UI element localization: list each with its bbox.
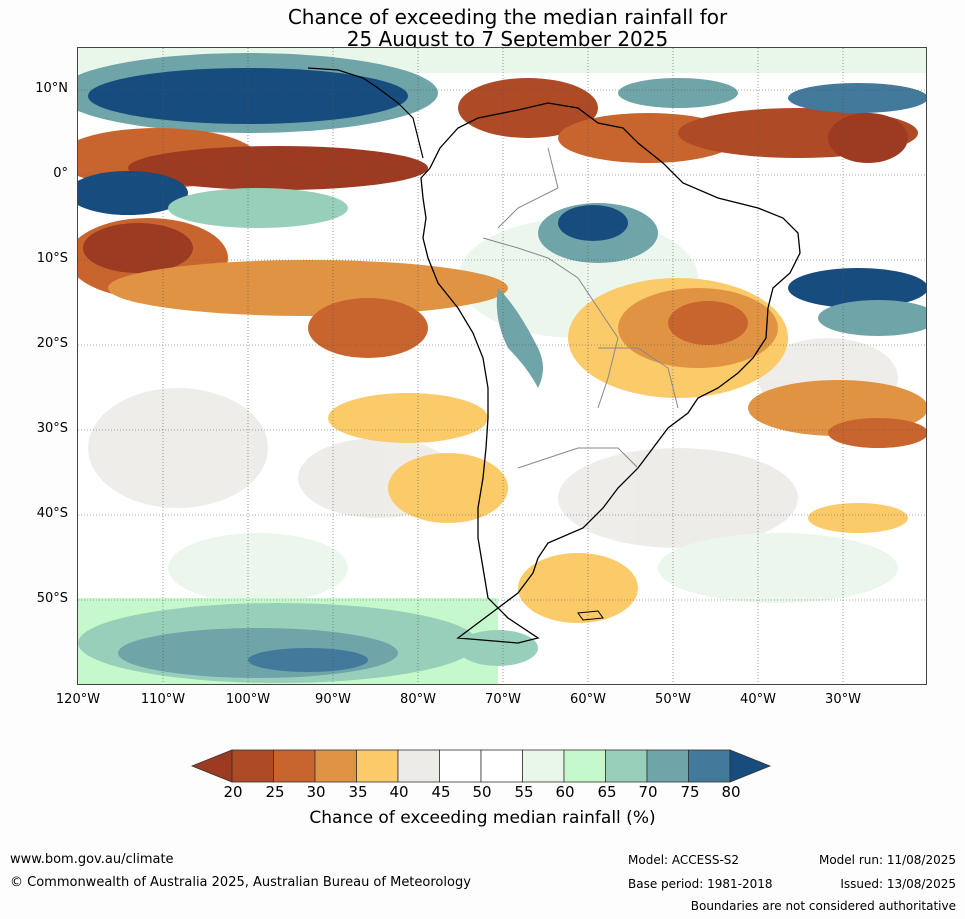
lon-label: 50°W [655, 692, 691, 707]
lat-label: 30°S [36, 421, 68, 436]
colorbar-tick: 55 [514, 783, 534, 801]
colorbar-tick: 75 [680, 783, 700, 801]
colorbar-arrow-high [729, 749, 772, 783]
colorbar-segment [646, 749, 689, 783]
boundaries-disclaimer: Boundaries are not considered authoritat… [690, 899, 956, 913]
colorbar-tick: 70 [638, 783, 658, 801]
colorbar-tick: 45 [431, 783, 451, 801]
central-america-coastline [307, 67, 424, 159]
colorbar-tick: 80 [721, 783, 741, 801]
lon-label: 30°W [825, 692, 861, 707]
colorbar-label: Chance of exceeding median rainfall (%) [309, 808, 656, 828]
colorbar-segment [356, 749, 399, 783]
colorbar-segment [314, 749, 357, 783]
colorbar-segment [480, 749, 523, 783]
website-link[interactable]: www.bom.gov.au/climate [10, 852, 174, 867]
southern-wet-band [78, 598, 538, 684]
lat-label: 50°S [36, 591, 68, 606]
lat-label: 10°N [35, 81, 68, 96]
lon-label: 100°W [225, 692, 271, 707]
falkland-islands [577, 610, 604, 621]
base-period: Base period: 1981-2018 [628, 877, 773, 891]
country-borders [482, 147, 679, 469]
colorbar-segment [563, 749, 606, 783]
colorbar-tick: 25 [265, 783, 285, 801]
colorbar-tick: 35 [348, 783, 368, 801]
colorbar [190, 749, 772, 783]
lon-label: 90°W [315, 692, 351, 707]
andes-wet-strip [496, 288, 543, 388]
map-title-line-1: Chance of exceeding the median rainfall … [287, 5, 728, 29]
rainfall-map [77, 47, 927, 685]
lon-label: 70°W [485, 692, 521, 707]
colorbar-segment [231, 749, 274, 783]
rainfall-map-svg [78, 48, 926, 684]
model-run-date: Model run: 11/08/2025 [818, 853, 956, 867]
colorbar-tick: 60 [555, 783, 575, 801]
lon-label: 80°W [400, 692, 436, 707]
colorbar-tick: 40 [389, 783, 409, 801]
lat-label: 40°S [36, 506, 68, 521]
colorbar-segment [397, 749, 440, 783]
copyright-text: © Commonwealth of Australia 2025, Austra… [10, 875, 471, 890]
colorbar-arrow-low [190, 749, 233, 783]
lon-label: 120°W [55, 692, 101, 707]
colorbar-segment [605, 749, 648, 783]
colorbar-segment [439, 749, 482, 783]
lon-label: 110°W [140, 692, 186, 707]
lat-label: 0° [53, 166, 68, 181]
graticule [78, 48, 926, 684]
colorbar-segment [522, 749, 565, 783]
colorbar-segment [273, 749, 316, 783]
south-america-coastline [420, 102, 801, 644]
colorbar-tick: 20 [223, 783, 243, 801]
dry-regions [328, 278, 926, 623]
colorbar-tick: 65 [597, 783, 617, 801]
colorbar-tick: 30 [306, 783, 326, 801]
colorbar-tick: 50 [472, 783, 492, 801]
lat-label: 20°S [36, 336, 68, 351]
colorbar-segment [688, 749, 731, 783]
lon-label: 40°W [740, 692, 776, 707]
model-name: Model: ACCESS-S2 [628, 853, 740, 867]
lat-label: 10°S [36, 251, 68, 266]
issued-date: Issued: 13/08/2025 [840, 877, 956, 891]
lon-label: 60°W [570, 692, 606, 707]
